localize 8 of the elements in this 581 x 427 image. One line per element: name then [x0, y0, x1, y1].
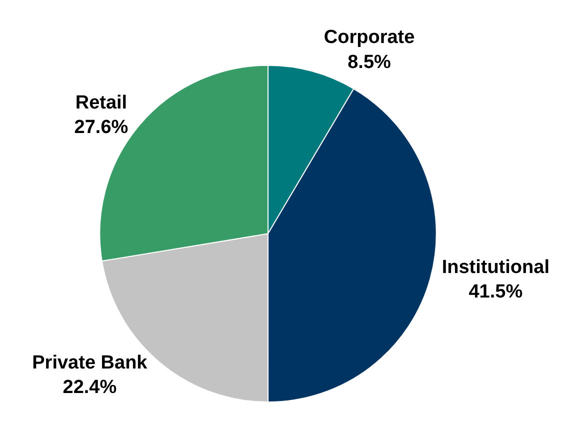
slice-label: Retail: [75, 92, 128, 114]
data-label: 8.5%: [348, 52, 392, 73]
slice-label: Corporate: [324, 27, 415, 48]
data-label: 22.4%: [62, 377, 117, 398]
data-label: 27.6%: [74, 117, 128, 138]
data-label: 41.5%: [468, 282, 523, 303]
slice-label: Institutional: [442, 256, 550, 278]
slice-label: Private Bank: [32, 352, 148, 374]
